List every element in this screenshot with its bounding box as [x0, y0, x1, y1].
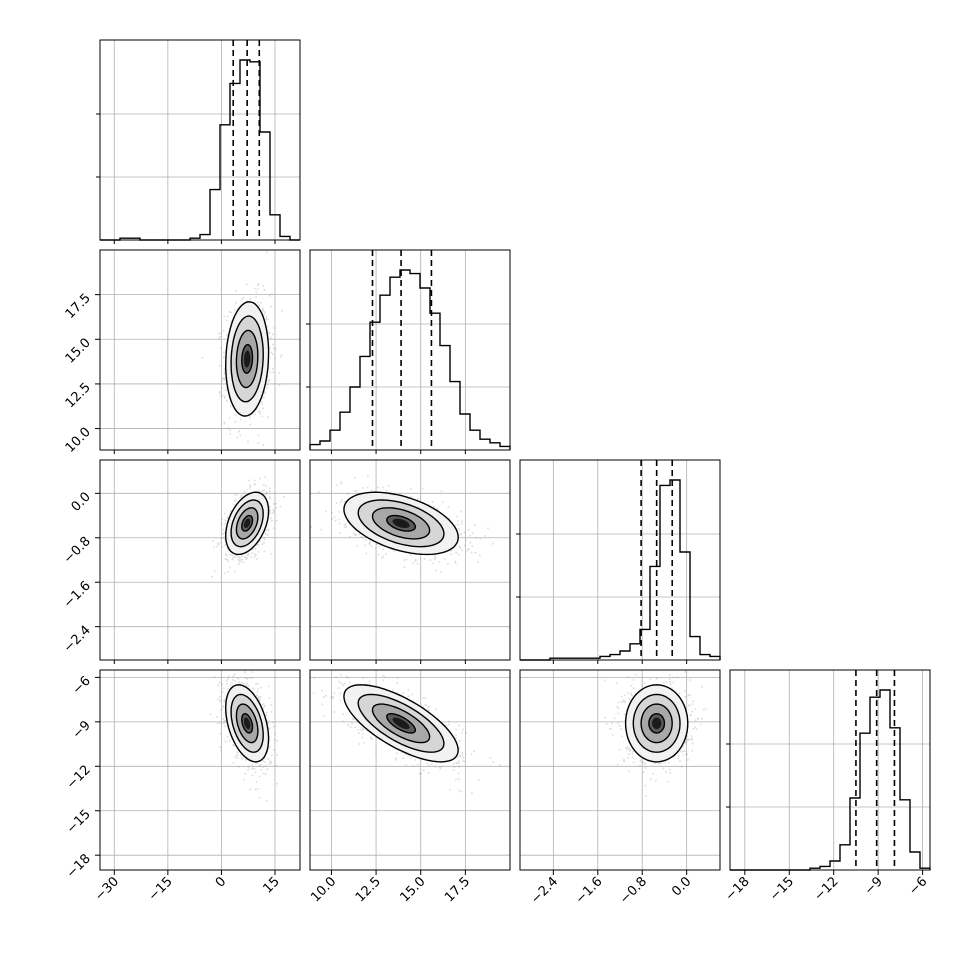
- x-tick-label: −15: [767, 874, 797, 904]
- panel-frame: [99, 459, 301, 661]
- y-tick-label: −9: [70, 718, 94, 742]
- y-tick-label: 12.5: [63, 380, 94, 411]
- y-tick-label: 17.5: [63, 291, 94, 322]
- x-tick-label: −1.6: [573, 874, 606, 907]
- y-tick-label: 15.0: [63, 336, 94, 367]
- contour-line: [235, 507, 259, 540]
- contour-line: [224, 491, 270, 556]
- panel-frame: [519, 459, 721, 661]
- hist-panel-3: [726, 669, 931, 871]
- y-tick-label: −0.8: [61, 534, 94, 567]
- hist-panel-2: [516, 459, 721, 661]
- panel-content: [520, 670, 720, 870]
- y-tick-label: 10.0: [63, 425, 94, 456]
- hist-panel-1: [306, 249, 511, 451]
- scatter-panel-2-3: [519, 669, 721, 871]
- contour-line: [648, 712, 666, 734]
- density-peak: [243, 518, 251, 528]
- x-tick-label: −15: [146, 874, 176, 904]
- contour-line: [224, 684, 270, 763]
- density-peak: [243, 350, 251, 368]
- panel-frame: [309, 459, 511, 661]
- histogram-0: [100, 59, 300, 241]
- hist-panel-0: [96, 39, 301, 241]
- panel-frame: [99, 249, 301, 451]
- density-peak: [652, 717, 662, 730]
- contour-line: [371, 507, 431, 540]
- contour-line: [624, 684, 689, 763]
- panel-content: [100, 250, 300, 450]
- x-tick-label: −0.8: [617, 874, 650, 907]
- x-tick-label: 0.0: [669, 874, 694, 899]
- x-tick-label: 12.5: [353, 874, 384, 905]
- contour-line: [640, 703, 673, 744]
- contour-line: [386, 514, 417, 532]
- scatter-panel-1-2: [309, 459, 511, 661]
- x-tick-label: 15: [261, 874, 283, 896]
- panel-frame: [519, 669, 721, 871]
- x-tick-label: −6: [906, 874, 930, 898]
- contour-line: [386, 713, 417, 734]
- x-tick-label: −12: [812, 874, 842, 904]
- x-tick-label: −18: [723, 874, 753, 904]
- contour-line: [632, 693, 681, 753]
- contour-line: [343, 684, 459, 763]
- contour-line: [235, 329, 259, 389]
- x-tick-label: −2.4: [528, 874, 561, 907]
- y-tick-label: 0.0: [69, 490, 94, 515]
- x-tick-label: −9: [862, 874, 886, 898]
- scatter-panel-0-1: [99, 249, 301, 451]
- scatter-panel-0-3: [99, 669, 301, 871]
- histogram-3: [730, 689, 931, 871]
- scatter-panel-0-2: [99, 459, 301, 661]
- panel-frame: [729, 669, 931, 871]
- panel-frame: [99, 669, 301, 871]
- x-tick-label: 10.0: [308, 874, 339, 905]
- panel-frame: [309, 669, 511, 871]
- y-tick-label: −12: [64, 763, 94, 793]
- contour-line: [230, 499, 264, 548]
- histogram-2: [520, 479, 721, 661]
- panel-content: [310, 460, 510, 660]
- contour-line: [235, 703, 259, 744]
- contour-line: [241, 344, 254, 374]
- y-tick-label: −15: [64, 807, 94, 837]
- x-tick-label: 0: [213, 874, 229, 890]
- x-tick-label: 15.0: [397, 874, 428, 905]
- y-tick-label: −6: [70, 674, 94, 698]
- contour-line: [241, 514, 254, 532]
- density-peak: [392, 518, 410, 528]
- x-tick-label: −30: [92, 874, 122, 904]
- contour-line: [371, 703, 431, 744]
- panel-content: [100, 460, 300, 660]
- contour-line: [343, 491, 459, 556]
- y-tick-label: −1.6: [61, 578, 94, 611]
- contour-line: [357, 693, 445, 753]
- panel-frame: [99, 39, 301, 241]
- density-peak: [392, 717, 410, 730]
- scatter-panel-1-3: [309, 669, 511, 871]
- scatter-points: [310, 474, 510, 574]
- x-tick-label: 17.5: [442, 874, 473, 905]
- contour-line: [230, 315, 264, 403]
- y-tick-label: −18: [64, 851, 94, 881]
- histogram-1: [309, 269, 511, 450]
- panel-content: [310, 670, 510, 870]
- panel-content: [100, 670, 300, 870]
- contour-line: [224, 301, 270, 417]
- contour-line: [230, 693, 264, 753]
- y-tick-label: −2.4: [61, 623, 94, 656]
- contour-line: [357, 499, 445, 548]
- panel-frame: [309, 249, 511, 451]
- density-peak: [243, 717, 251, 730]
- contour-line: [241, 713, 254, 734]
